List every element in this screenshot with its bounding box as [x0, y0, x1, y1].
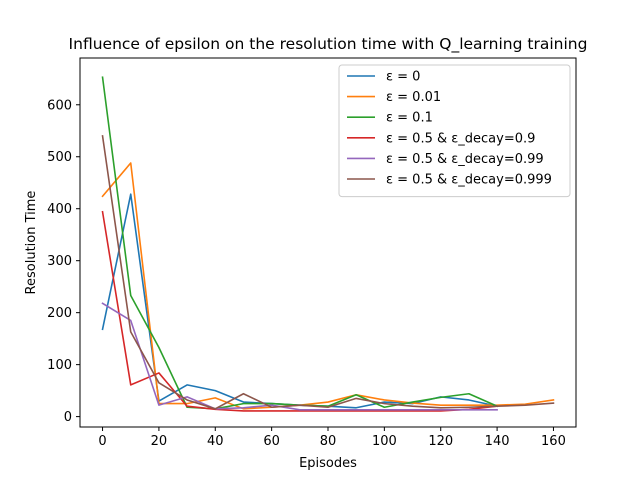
- legend-box: [338, 64, 571, 198]
- x-tick-label: 160: [541, 434, 566, 449]
- x-axis: 0 20 40 60 80 100 120 140 160: [98, 427, 566, 449]
- series-line-6: [101, 135, 555, 410]
- series-layer: [101, 76, 555, 412]
- legend-label: ε = 0.5 & ε_decay=0.999: [386, 173, 552, 188]
- legend: ε = 0 ε = 0.01 ε = 0.1 ε = 0.5 & ε_decay=0.…: [338, 64, 571, 198]
- y-tick-label: 100: [47, 358, 72, 373]
- series-line-5: [101, 302, 498, 411]
- chart-title: Influence of epsilon on the resolution t…: [69, 35, 588, 54]
- x-tick-label: 100: [372, 434, 397, 449]
- y-tick-label: 500: [47, 150, 72, 165]
- y-axis: 0 100 200 300 400 500 600: [47, 98, 80, 425]
- x-tick-label: 60: [263, 434, 280, 449]
- x-tick-label: 120: [428, 434, 453, 449]
- y-tick-label: 0: [64, 410, 72, 425]
- x-axis-label: Episodes: [299, 456, 357, 471]
- legend-label: ε = 0.5 & ε_decay=0.99: [386, 152, 544, 167]
- legend-label: ε = 0.5 & ε_decay=0.9: [386, 131, 535, 146]
- y-tick-label: 200: [47, 306, 72, 321]
- legend-label: ε = 0.01: [386, 90, 441, 105]
- series-line-4: [101, 210, 498, 412]
- series-line-2: [101, 162, 555, 410]
- x-tick-label: 20: [151, 434, 168, 449]
- x-tick-label: 40: [207, 434, 224, 449]
- x-tick-label: 140: [485, 434, 510, 449]
- y-tick-label: 400: [47, 202, 72, 217]
- legend-label: ε = 0.1: [386, 111, 433, 126]
- x-tick-label: 80: [320, 434, 337, 449]
- y-tick-label: 300: [47, 254, 72, 269]
- legend-label: ε = 0: [386, 70, 420, 85]
- y-tick-label: 600: [47, 98, 72, 113]
- y-axis-label: Resolution Time: [24, 191, 39, 295]
- x-tick-label: 0: [98, 434, 106, 449]
